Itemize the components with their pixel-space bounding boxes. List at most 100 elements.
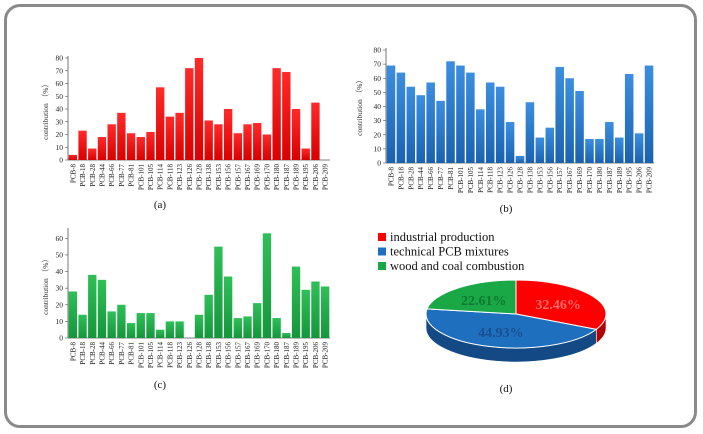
bar-pcb-156 [223,276,233,338]
x-tick-label: PCB-206 [312,342,320,369]
bar-pcb-156 [545,127,555,163]
bar-pcb-169 [575,90,584,163]
panel-label: (c) [154,379,167,391]
x-tick-label: PCB-118 [166,164,174,190]
x-tick-label: PCB-81 [447,167,455,190]
x-tick-label: PCB-167 [244,342,252,369]
bar-pcb-138 [525,102,535,163]
x-tick-label: PCB-153 [215,342,223,369]
y-tick-label: 60 [56,79,64,88]
y-tick-label: 80 [374,46,382,55]
x-tick-label: PCB-18 [79,342,87,365]
x-tick-label: PCB-81 [128,342,136,365]
bar-pcb-28 [406,86,416,163]
bar-pcb-167 [243,316,252,338]
x-tick-label: PCB-66 [108,342,116,365]
x-tick-label: PCB-8 [387,167,395,187]
pie-percent-label: 32.46% [535,298,581,313]
y-tick-label: 0 [377,159,381,168]
bar-pcb-77 [117,112,126,160]
bar-pcb-169 [253,123,262,160]
pie-slice-2 [426,279,517,315]
y-tick-label: 0 [59,156,63,165]
bar-pcb-209 [320,286,330,338]
bar-pcb-81 [446,61,455,163]
bar-pcb-170 [585,138,594,163]
x-tick-label: PCB-156 [225,164,233,191]
x-tick-label: PCB-156 [225,342,233,369]
bar-pcb-8 [68,154,78,160]
y-tick-label: 60 [374,74,382,83]
bar-pcb-123 [495,86,505,163]
bar-pcb-153 [535,137,545,163]
bar-pcb-128 [515,155,525,163]
y-axis-label: contribution （%） [41,80,50,140]
bar-pcb-167 [243,124,252,160]
x-tick-label: PCB-128 [196,342,204,369]
bar-pcb-206 [311,281,320,338]
y-tick-label: 70 [56,66,64,75]
bar-pcb-101 [136,313,145,338]
bar-pcb-18 [396,72,406,163]
bar-pcb-114 [156,329,165,338]
x-tick-label: PCB-28 [407,167,415,190]
x-tick-label: PCB-128 [517,167,525,194]
x-tick-label: PCB-66 [108,164,116,187]
bar-pcb-105 [466,72,475,163]
x-tick-label: PCB-114 [157,342,165,368]
x-tick-label: PCB-156 [546,167,554,194]
legend-swatch-2 [378,262,386,270]
bar-pcb-123 [175,321,184,338]
bar-pcb-66 [107,124,116,160]
x-tick-label: PCB-138 [526,167,534,194]
y-tick-label: 50 [374,88,382,97]
bar-pcb-153 [214,124,223,160]
y-tick-label: 50 [56,92,64,101]
bar-pcb-114 [156,87,165,160]
x-tick-label: PCB-189 [616,167,624,194]
y-tick-label: 40 [56,105,64,114]
x-tick-label: PCB-18 [79,164,87,187]
bar-pcb-123 [175,112,184,160]
bar-pcb-189 [291,109,301,160]
bar-pcb-126 [185,68,194,160]
legend-label: wood and coal combustion [390,259,525,273]
x-tick-label: PCB-138 [205,164,213,191]
x-tick-label: PCB-44 [417,167,425,190]
bar-pcb-157 [233,318,242,338]
x-tick-label: PCB-157 [234,342,242,369]
x-tick-label: PCB-187 [283,164,291,191]
x-tick-label: PCB-114 [157,164,165,190]
x-tick-label: PCB-101 [137,342,145,369]
bar-pcb-44 [97,137,107,160]
bar-pcb-206 [311,102,320,160]
y-tick-label: 20 [56,130,64,139]
y-tick-label: 10 [56,317,64,326]
pie-slice-0 [515,279,607,330]
bar-pcb-138 [204,294,213,338]
bar-pcb-128 [194,314,204,338]
x-tick-label: PCB-180 [273,342,281,369]
x-tick-label: PCB-28 [89,164,97,187]
bar-pcb-189 [614,137,624,163]
bar-pcb-167 [565,78,574,163]
x-tick-label: PCB-167 [244,164,252,191]
x-tick-label: PCB-209 [646,167,654,194]
bar-pcb-206 [634,133,644,163]
pie-slice-1 [425,308,598,349]
x-tick-label: PCB-77 [437,167,445,190]
x-tick-label: PCB-118 [487,167,495,193]
x-tick-label: PCB-18 [397,167,405,190]
bar-pcb-118 [165,321,175,338]
bar-pcb-195 [301,148,310,160]
panel-label: (b) [500,203,513,215]
y-tick-label: 10 [56,143,64,152]
x-tick-label: PCB-153 [215,164,223,191]
x-tick-label: PCB-170 [586,167,594,194]
x-tick-label: PCB-189 [293,164,301,191]
bar-pcb-118 [485,82,495,163]
x-tick-label: PCB-126 [507,167,515,194]
x-tick-label: PCB-195 [302,342,310,369]
